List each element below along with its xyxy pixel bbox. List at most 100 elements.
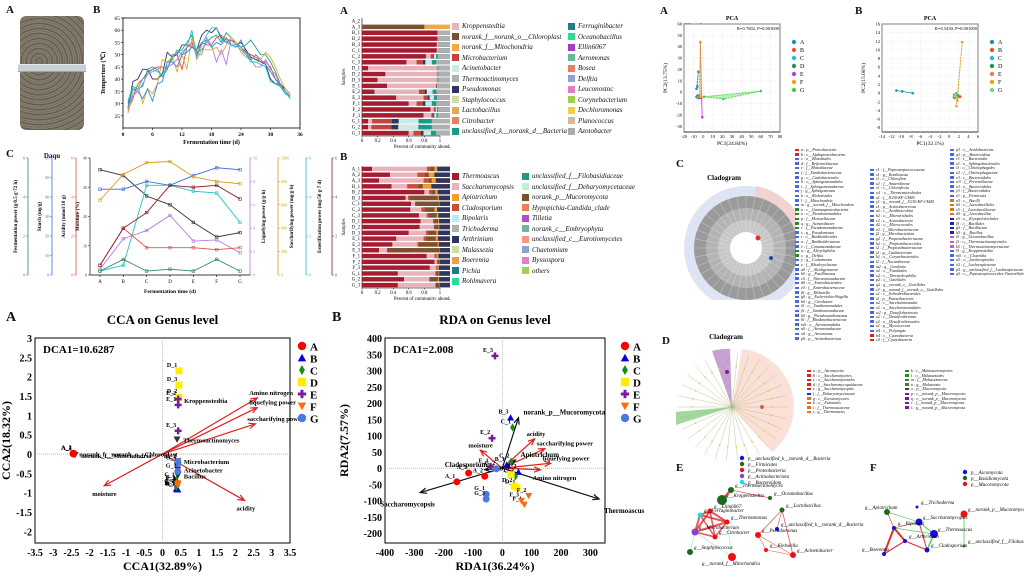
bar-segment [439, 259, 450, 265]
cladogram-swatch [795, 327, 799, 331]
axis-label-1: Starch (mg/g) [38, 202, 43, 232]
cladogram-swatch [795, 254, 799, 257]
cladogram-swatch [795, 235, 799, 239]
legend-marker-F [791, 79, 797, 85]
network-node [755, 532, 761, 538]
cladogram-label: s : g__Pseudomonas [795, 230, 834, 236]
panel-label-photo: A [6, 4, 14, 16]
y-tick-label: 8 [878, 56, 881, 61]
legend-label-C: C [310, 366, 318, 378]
cladogram-label-text: s2 : c__Solirubrobacterales [876, 291, 921, 297]
cladogram-swatch [795, 222, 799, 225]
x-axis-label: Fermentation time (d) [144, 288, 196, 295]
clado-branch [731, 352, 738, 408]
panel-label-physchem: C [6, 148, 14, 160]
network-edge [694, 531, 733, 558]
x-tick-label: 10 [711, 134, 716, 139]
x-tick-label: 70 [768, 134, 773, 139]
env-arrow-head [250, 406, 259, 414]
network-edge [730, 489, 771, 499]
species-arrow-shaft [420, 467, 503, 494]
cladogram-label-text: a0 : f__Alcaligenaceae [801, 266, 839, 272]
cladogram-swatch [795, 295, 799, 299]
cladogram-label-text: e5 : o__Erysipelotrichales [956, 216, 999, 221]
legend-swatch [522, 172, 529, 180]
network-node-label: g__Saccharomycopsis [923, 516, 968, 521]
sample-label: F_1 [166, 475, 176, 481]
daqu-band [18, 64, 86, 72]
clado-branch [731, 374, 777, 408]
cladogram-label-text: o2 : c__Thermoleophilia [876, 272, 916, 278]
cladogram-label-text: z : f__Rhodocyclaceae [801, 262, 838, 267]
x-tick-label: 18 [209, 132, 215, 138]
sample-label: A_1 [352, 167, 361, 172]
cladogram-swatch [870, 228, 874, 231]
cladogram-swatch [795, 217, 799, 220]
clado-node-orange [760, 405, 764, 409]
series-point [191, 175, 195, 179]
cladogram-swatch [870, 288, 874, 291]
sample-label: G_2 [166, 454, 177, 460]
legend-label-A: A [800, 40, 805, 46]
cladogram-label-text: e : g__Saccharomycopsis [813, 386, 854, 392]
legend-entry: Azotobacter [568, 127, 612, 135]
clado-node [694, 422, 697, 425]
cladogram-label: c2 : c__Actinobacteria [870, 218, 913, 224]
env-arrow-shaft [103, 453, 163, 487]
bar-segment [385, 71, 450, 77]
x-tick-label: -3 [49, 548, 57, 559]
cladogram-swatch [905, 401, 909, 405]
cladogram-swatch [950, 171, 954, 174]
cladogram-label: h : o__Sphingomonadales [795, 179, 843, 185]
group-point-G [702, 95, 706, 99]
network-edge [776, 509, 783, 530]
x-axis-label: PC1(32.1%) [916, 140, 944, 147]
chart-title: RDA on Genus level [439, 312, 551, 327]
x-tick-label: -1.5 [100, 548, 116, 559]
series-point [168, 246, 172, 250]
sample-marker-F_3 [517, 497, 525, 505]
bar-segment [362, 89, 375, 94]
rda-chart: RDA on Genus level -400 -300 -200 -100 0 100 20… [337, 312, 644, 573]
cladogram-label-text: a2 : c__Acidimicrobiia [876, 208, 913, 214]
cladogram-swatch [870, 311, 874, 314]
sample-marker-B_1 [503, 461, 511, 468]
bar-segment [362, 271, 398, 276]
bar-segment [436, 60, 450, 65]
env-arrow-label: moisture [92, 491, 117, 498]
network-edge [883, 540, 906, 555]
cladogram-label-text: f : f__Xanthobacteraceae [801, 170, 842, 175]
legend-label: p__unclassified_k__norank_d__Bacteria [747, 457, 831, 462]
cladogram-swatch [870, 269, 874, 273]
x-tick-label: 24 [238, 132, 244, 138]
species-arrow-label: Saccharomycopsis [380, 501, 435, 509]
cladogram-label: n : g__Malassezia [905, 382, 940, 388]
env-arrow-shaft [502, 467, 541, 471]
x-tick-label: -2.5 [64, 548, 80, 559]
cladogram-label-text: g : o__Caulobacterales [801, 174, 839, 180]
clado-branch [751, 262, 764, 297]
sample-marker-E_2 [488, 434, 496, 442]
axis-tick-label: 6 [71, 156, 73, 161]
axis-tick-label: 4 [335, 195, 337, 200]
x-tick-label: 36 [297, 132, 303, 138]
legend-swatch [452, 256, 459, 264]
x-tick-label: 0.2 [375, 291, 382, 296]
group-point-G [722, 97, 725, 101]
cladogram-swatch [950, 162, 954, 165]
bar-segment [437, 54, 450, 59]
bar-segment [438, 230, 450, 236]
network-node-label: g__Thermoactinomyces [735, 484, 783, 489]
axis-tick-label: 10 [83, 243, 87, 248]
cladogram-label: d : f__Beijerinckiaceae [795, 161, 838, 167]
x-tick-label: 6 [151, 132, 154, 138]
bar-segment [436, 101, 450, 106]
x-tick-label: -6 [919, 134, 923, 139]
group-point-F [698, 95, 701, 99]
cladogram-label-text: q : o__norank_p__Mucoromycota [911, 395, 966, 401]
group-point-A [695, 87, 698, 91]
sample-marker-E_1-v [176, 401, 180, 409]
legend-entry: Ferruginibacter [568, 22, 623, 30]
x-tick-label: A [98, 280, 102, 285]
legend-swatch [568, 96, 575, 104]
